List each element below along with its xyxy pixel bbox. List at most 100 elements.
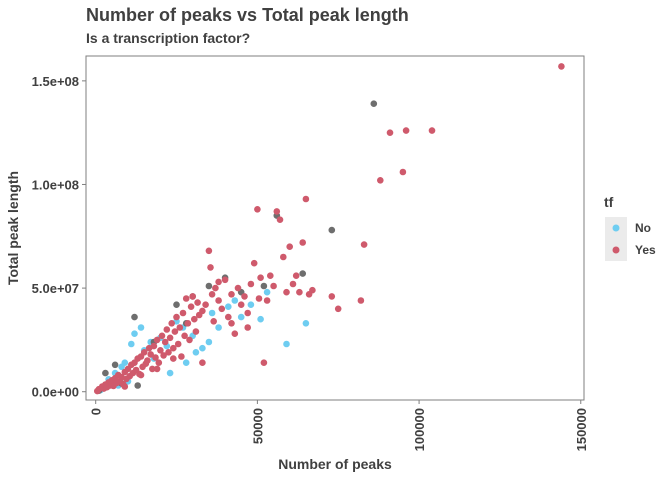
- data-point-yes: [189, 293, 196, 300]
- data-point-yes: [178, 353, 185, 360]
- data-point-yes: [218, 305, 226, 313]
- data-point-no: [128, 340, 135, 348]
- data-point-yes: [260, 359, 268, 367]
- data-point-yes: [202, 301, 209, 309]
- data-point-yes: [173, 313, 180, 321]
- data-point-no: [257, 315, 264, 323]
- data-point-no: [237, 313, 245, 321]
- data-point-yes: [241, 293, 248, 300]
- data-point-na: [111, 361, 119, 369]
- data-point-no: [166, 369, 174, 377]
- data-point-yes: [165, 349, 172, 356]
- data-point-no: [199, 344, 206, 352]
- data-point-no: [231, 297, 239, 304]
- data-point-yes: [283, 288, 290, 296]
- data-point-yes: [244, 324, 251, 331]
- data-point-na: [370, 100, 378, 107]
- data-point-na: [328, 226, 336, 234]
- data-point-yes: [386, 129, 394, 136]
- data-point-na: [102, 369, 109, 377]
- data-point-yes: [147, 351, 154, 358]
- y-tick-label: 1.5e+08: [32, 74, 79, 89]
- data-point-yes: [184, 320, 192, 327]
- data-point-na: [299, 270, 307, 277]
- data-point-yes: [276, 216, 284, 223]
- legend-title: tf: [604, 194, 614, 210]
- legend-key-no: [612, 224, 620, 232]
- data-point-na: [173, 301, 180, 309]
- data-point-yes: [144, 357, 151, 364]
- data-point-no: [205, 338, 213, 346]
- data-point-yes: [399, 168, 407, 176]
- data-point-yes: [428, 127, 436, 134]
- data-point-yes: [234, 284, 242, 292]
- data-point-na: [131, 313, 138, 321]
- data-point-na: [205, 282, 213, 290]
- data-point-yes: [150, 342, 158, 350]
- legend-label-yes: Yes: [635, 243, 656, 257]
- legend-key-yes: [612, 246, 620, 254]
- y-tick-label: 5.0e+07: [32, 281, 79, 296]
- x-axis: 0 50000 100000 150000: [89, 400, 589, 451]
- data-point-no: [247, 301, 255, 309]
- data-point-yes: [149, 365, 156, 373]
- y-axis: 0.0e+00 5.0e+07 1.0e+08 1.5e+08: [32, 74, 86, 400]
- data-point-yes: [215, 297, 222, 304]
- y-tick-label: 0.0e+00: [32, 385, 79, 400]
- data-point-yes: [221, 276, 229, 284]
- data-point-yes: [191, 315, 198, 323]
- data-point-no: [302, 320, 310, 327]
- data-point-yes: [225, 313, 232, 321]
- x-tick-label: 100000: [412, 408, 427, 451]
- data-point-yes: [247, 280, 255, 288]
- data-point-yes: [160, 352, 167, 359]
- data-point-no: [225, 303, 232, 311]
- data-point-no: [215, 324, 222, 331]
- data-point-no: [192, 349, 200, 356]
- data-point-yes: [296, 288, 303, 296]
- data-point-na: [260, 282, 268, 290]
- data-point-yes: [328, 293, 336, 300]
- data-point-yes: [155, 359, 163, 367]
- data-point-yes: [273, 208, 281, 215]
- data-point-yes: [289, 280, 297, 288]
- data-point-yes: [170, 344, 177, 352]
- data-point-yes: [280, 253, 287, 261]
- data-point-no: [283, 340, 290, 348]
- data-point-no: [208, 309, 216, 317]
- data-point-no: [121, 359, 129, 367]
- chart-subtitle: Is a transcription factor?: [86, 30, 250, 46]
- legend-key-background: [605, 217, 627, 261]
- data-point-yes: [192, 328, 200, 335]
- data-point-yes: [207, 264, 214, 271]
- data-point-yes: [237, 301, 245, 309]
- data-point-yes: [153, 365, 161, 373]
- data-point-no: [131, 330, 138, 338]
- data-point-yes: [558, 63, 565, 70]
- data-point-yes: [210, 318, 217, 325]
- data-point-yes: [231, 330, 239, 338]
- data-point-yes: [267, 272, 274, 280]
- data-point-yes: [186, 336, 193, 344]
- data-point-yes: [377, 177, 384, 184]
- data-point-yes: [309, 286, 316, 294]
- data-point-yes: [212, 284, 219, 292]
- data-point-yes: [199, 359, 206, 367]
- data-point-yes: [257, 274, 264, 282]
- data-point-yes: [334, 305, 342, 313]
- data-point-yes: [140, 349, 148, 356]
- data-point-yes: [286, 243, 294, 250]
- y-tick-label: 1.0e+08: [32, 177, 79, 192]
- data-point-yes: [174, 340, 182, 348]
- data-point-yes: [181, 332, 188, 340]
- data-point-yes: [158, 332, 166, 340]
- data-point-yes: [194, 299, 201, 306]
- data-point-yes: [168, 320, 175, 327]
- data-point-yes: [153, 336, 161, 344]
- data-point-yes: [250, 259, 258, 267]
- data-point-yes: [166, 334, 174, 342]
- legend: tf No Yes: [604, 194, 656, 261]
- data-point-yes: [152, 354, 159, 361]
- data-point-yes: [263, 297, 271, 304]
